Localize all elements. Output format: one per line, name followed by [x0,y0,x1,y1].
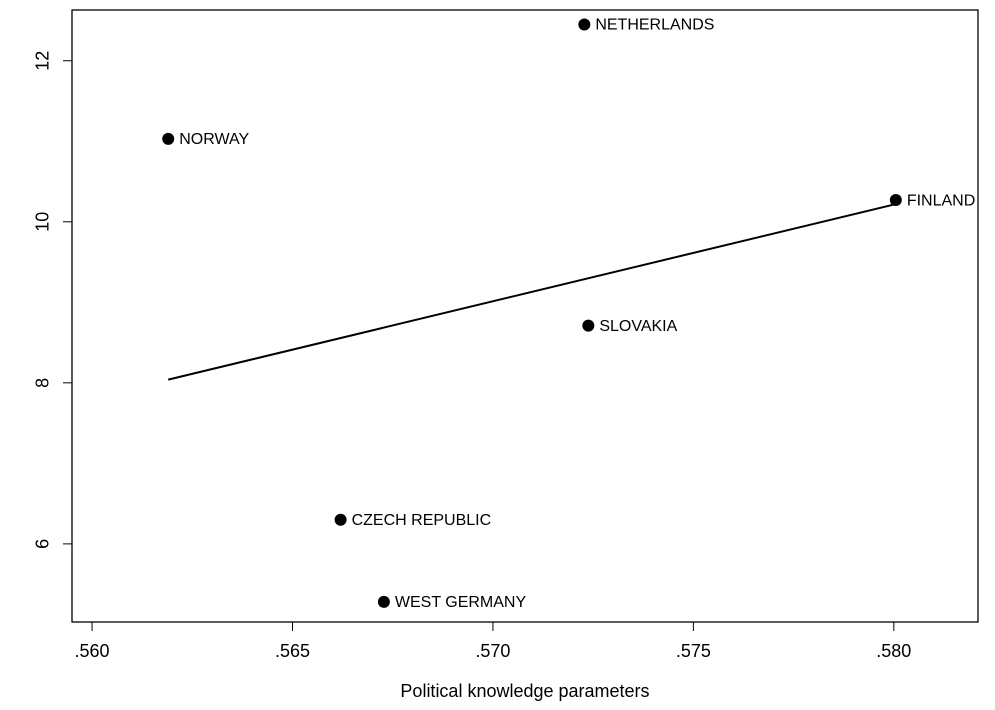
point [889,194,902,207]
x-tick-label: .565 [275,641,310,661]
x-tick-label: .580 [876,641,911,661]
y-tick-label: 12 [33,51,53,71]
point-label: FINLAND [907,192,975,209]
point-label: NETHERLANDS [595,17,714,34]
x-tick-label: .560 [75,641,110,661]
point [578,18,591,31]
point [162,132,175,145]
point [377,595,390,608]
y-tick-label: 8 [33,378,53,388]
point [334,513,347,526]
point [582,319,595,332]
x-axis-label: Political knowledge parameters [400,681,649,701]
point-label: WEST GERMANY [395,594,527,611]
x-tick-label: .570 [475,641,510,661]
point-label: NORWAY [179,131,249,148]
point-label: CZECH REPUBLIC [352,512,492,529]
y-tick-label: 6 [33,539,53,549]
x-tick-label: .575 [676,641,711,661]
fit-line [167,203,897,381]
y-tick-label: 10 [33,212,53,232]
plot-frame [71,9,979,623]
point-label: SLOVAKIA [599,318,677,335]
